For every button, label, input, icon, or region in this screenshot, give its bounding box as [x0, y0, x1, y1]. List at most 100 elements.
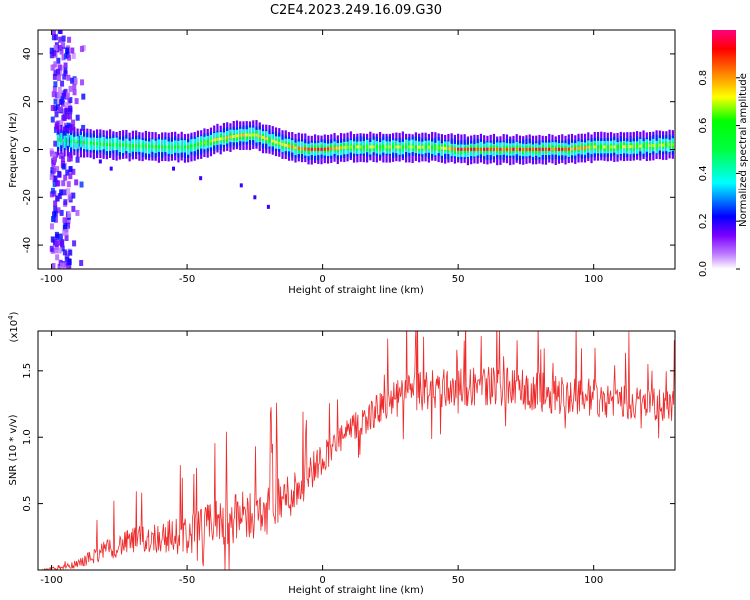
spectrogram-ridge-cell [154, 145, 157, 149]
snr-multiplier-close: ) [9, 311, 20, 315]
spectrogram-ridge-cell [515, 147, 518, 151]
spectrogram-cell [66, 188, 71, 195]
spectrogram-ridge-cell [82, 141, 86, 145]
spectrogram-ridge-cell [596, 145, 600, 149]
spectrogram-ridge-cell [378, 145, 382, 149]
spectrogram-ridge-cell [278, 141, 281, 145]
spectrogram-cell [50, 116, 55, 123]
spectrogram-cell [57, 86, 62, 93]
spectrogram-ridge-cell [535, 147, 538, 151]
spectrogram-ridge-cell [352, 145, 356, 149]
spectrogram-ridge-cell [73, 140, 76, 144]
spectrogram-ridge-cell [505, 147, 509, 151]
colorbar-label: Normalized spectral amplitude [738, 73, 749, 227]
snr-x-label: Height of straight line (km) [288, 585, 424, 596]
snr-multiplier: (x104) [7, 311, 20, 342]
spectrogram-ridge-cell [622, 145, 626, 149]
spectrogram-cell [68, 173, 73, 180]
spectrogram-cell [59, 262, 64, 269]
spectrogram-cell [60, 40, 65, 47]
spectrogram-cell [60, 156, 65, 163]
spectrogram-ridge-cell [79, 140, 82, 144]
colorbar-tick-label: 0.0 [698, 261, 709, 277]
spectrogram-ridge-cell [418, 145, 421, 149]
spectrogram-cell [52, 211, 57, 218]
spectrogram-cell [51, 50, 56, 57]
spectrogram-cell [66, 222, 71, 229]
spectrogram-cell [53, 34, 58, 41]
spectrogram-ridge-cell [131, 144, 134, 148]
spectrogram-cell [73, 78, 78, 85]
spectrogram-ridge-cell [398, 145, 401, 149]
spectrogram-y-tick-label: 20 [22, 95, 33, 108]
spectrogram-ridge-cell [405, 145, 408, 149]
spectrogram-ridge-cell [86, 141, 89, 145]
spectrogram-ridge-cell [671, 143, 674, 147]
spectrogram-cell [64, 234, 69, 241]
spectrogram-ridge-cell [665, 143, 668, 147]
spectrogram-band-cell [460, 147, 463, 155]
spectrogram-cell [60, 80, 65, 87]
spectrogram-ridge-cell [577, 146, 580, 150]
spectrogram-cell [61, 35, 66, 42]
spectrogram-cell [56, 75, 61, 82]
spectrogram-cell [67, 141, 72, 148]
snr-marks [38, 331, 675, 570]
spectrogram-cell [62, 217, 67, 224]
snr-y-tick-label: 0.5 [22, 496, 33, 512]
colorbar-axes: 0.0 0.2 0.4 0.6 0.8 [698, 70, 740, 277]
spectrogram-cell [51, 263, 56, 269]
spectrogram-cell [70, 77, 75, 84]
spectrogram-cell [66, 74, 71, 81]
spectrogram-ridge-cell [431, 145, 434, 149]
spectrogram-ridge-cell [216, 137, 219, 141]
spectrogram-cell [63, 62, 68, 69]
spectrogram-cell [75, 156, 80, 163]
spectrogram-ridge-cell [528, 147, 531, 151]
spectrogram-ridge-cell [209, 139, 213, 143]
spectrogram-ridge-cell [92, 141, 95, 145]
spectrogram-ridge-cell [580, 146, 583, 150]
spectrogram-cell [49, 191, 54, 198]
spectrogram-ridge-cell [512, 147, 515, 151]
spectrogram-ridge-cell [590, 145, 593, 149]
spectrogram-cell [65, 113, 70, 120]
spectrogram-ridge-cell [63, 138, 66, 142]
spectrogram-ridge-cell [294, 146, 297, 150]
spectrogram-ridge-cell [284, 143, 287, 147]
spectrogram-cell [62, 114, 67, 121]
spectrogram-ridge-cell [544, 147, 548, 151]
spectrogram-cell [57, 263, 62, 269]
spectrogram-ridge-cell [648, 144, 652, 148]
spectrogram-ridge-cell [499, 147, 502, 151]
snr-x-tick-label: -100 [40, 575, 63, 586]
spectrogram-cell [50, 64, 55, 71]
spectrogram-cell [63, 67, 68, 74]
spectrogram-cell [49, 245, 54, 252]
spectrogram-band-cell [369, 145, 372, 152]
spectrogram-ridge-cell [424, 145, 427, 149]
spectrogram-cell [71, 168, 76, 175]
spectrogram-cell [65, 259, 70, 266]
spectrogram-cell [49, 223, 54, 230]
spectrogram-cell [53, 61, 58, 68]
spectrogram-cell [50, 150, 55, 157]
spectrogram-ridge-cell [196, 142, 200, 146]
spectrogram-cell [60, 241, 65, 248]
spectrogram-cell [60, 96, 65, 103]
snr-x-tick-label: -50 [179, 575, 195, 586]
spectrogram-cell [57, 193, 62, 200]
spectrogram-cell [68, 97, 73, 104]
spectrogram-cell [51, 30, 56, 35]
spectrogram-ridge-cell [222, 136, 226, 140]
spectrogram-ridge-cell [349, 145, 352, 149]
spectrogram-ridge-cell [463, 147, 466, 151]
spectrogram-ridge-cell [333, 146, 336, 150]
spectrogram-cell [68, 249, 73, 256]
spectrogram-cell [59, 209, 64, 216]
spectrogram-cell [57, 171, 62, 178]
spectrogram-cell [58, 106, 63, 113]
spectrogram-cell [51, 167, 56, 174]
spectrogram-ridge-cell [96, 142, 99, 146]
